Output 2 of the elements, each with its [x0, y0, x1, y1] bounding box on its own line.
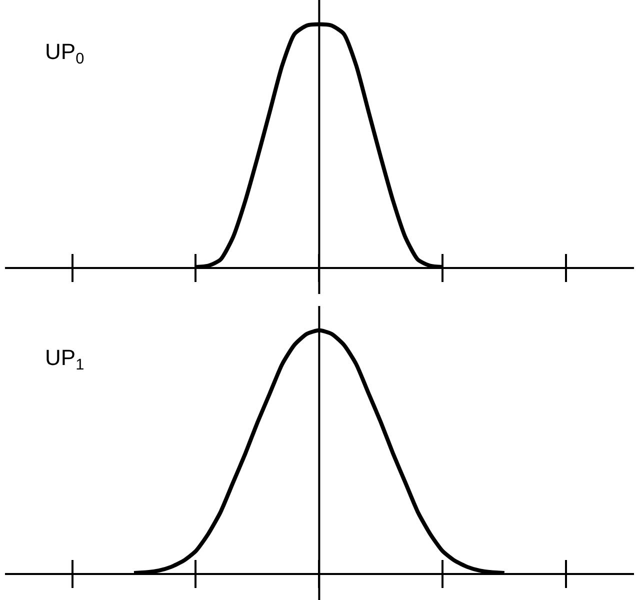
text: UP$_{1}$: [45, 345, 84, 374]
text: UP$_{0}$: [45, 39, 84, 68]
